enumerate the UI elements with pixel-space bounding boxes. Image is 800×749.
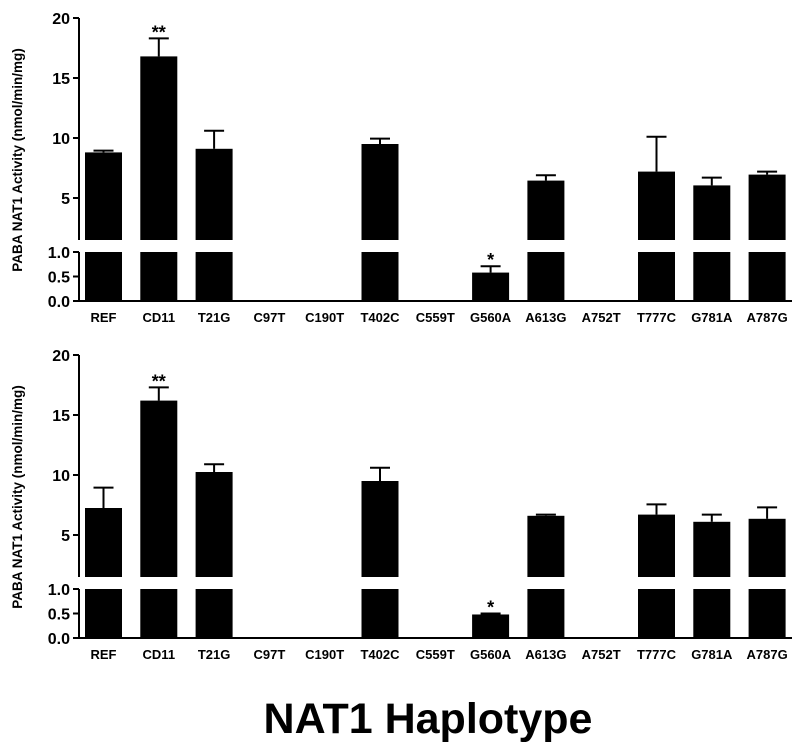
- bar: [140, 400, 178, 577]
- bar: [638, 171, 675, 240]
- x-tick-label: T21G: [198, 647, 231, 662]
- bar-lower-segment: [140, 589, 178, 638]
- bar-lower-segment: [85, 252, 122, 301]
- bar: [361, 481, 399, 577]
- significance-marker: *: [487, 598, 494, 618]
- significance-marker: **: [152, 371, 166, 391]
- y-tick-label: 10: [52, 468, 70, 485]
- y-tick-label: 1.0: [48, 582, 70, 599]
- bar: [527, 515, 565, 577]
- bar-lower-segment: [638, 589, 675, 638]
- x-axis-title: NAT1 Haplotype: [264, 695, 593, 743]
- x-tick-label: A613G: [525, 647, 566, 662]
- y-tick-label: 0.0: [48, 631, 70, 648]
- y-axis-title: PABA NAT1 Activity (nmol/min/mg): [10, 48, 25, 272]
- x-tick-label: A787G: [746, 310, 787, 325]
- y-tick-label: 5: [61, 528, 70, 545]
- bar: [527, 180, 565, 240]
- x-tick-label: C97T: [254, 647, 286, 662]
- bar-lower-segment: [638, 252, 675, 301]
- chart-panel-2: PABA NAT1 Activity (nmol/min/mg) 5 10 15 20 0…: [10, 348, 792, 662]
- x-tick-label: G781A: [691, 310, 733, 325]
- significance-marker: *: [487, 250, 494, 270]
- x-tick-label: A613G: [525, 310, 566, 325]
- bar-lower-segment: [195, 252, 233, 301]
- y-tick-label: 10: [52, 131, 70, 148]
- bar-lower-segment: [748, 252, 786, 301]
- y-tick-label: 20: [52, 11, 70, 28]
- y-tick-label: 5: [61, 191, 70, 208]
- x-tick-label: A752T: [582, 310, 621, 325]
- y-tick-label: 0.5: [48, 607, 70, 624]
- significance-marker: **: [152, 22, 166, 42]
- x-tick-label: T777C: [637, 647, 677, 662]
- y-tick-label: 0.5: [48, 270, 70, 287]
- x-tick-label: A752T: [582, 647, 621, 662]
- bar-lower-segment: [85, 589, 122, 638]
- bar: [85, 508, 122, 577]
- bar-lower-segment: [527, 252, 565, 301]
- x-tick-label: G560A: [470, 647, 512, 662]
- x-tick-label: C190T: [305, 310, 344, 325]
- bar: [361, 144, 399, 240]
- bar: [748, 518, 786, 577]
- bar-lower-segment: [693, 252, 731, 301]
- x-tick-label: G560A: [470, 310, 512, 325]
- y-tick-label: 20: [52, 348, 70, 365]
- bar: [693, 521, 731, 577]
- bar-lower-segment: [748, 589, 786, 638]
- x-tick-label: T21G: [198, 310, 231, 325]
- x-tick-label: G781A: [691, 647, 733, 662]
- y-tick-label: 0.0: [48, 294, 70, 311]
- x-tick-label: CD11: [143, 310, 176, 325]
- bar-lower-segment: [527, 589, 565, 638]
- bar-lower-segment: [195, 589, 233, 638]
- bar: [472, 614, 510, 638]
- x-tick-label: C97T: [254, 310, 286, 325]
- y-tick-label: 15: [52, 408, 70, 425]
- bar: [472, 272, 510, 301]
- bar: [748, 174, 786, 240]
- bar-lower-segment: [361, 589, 399, 638]
- x-tick-label: T402C: [360, 647, 400, 662]
- x-tick-label: A787G: [746, 647, 787, 662]
- bar: [85, 152, 122, 240]
- x-tick-label: CD11: [143, 647, 176, 662]
- y-tick-label: 15: [52, 71, 70, 88]
- bar: [638, 514, 675, 577]
- chart-panel-1: PABA NAT1 Activity (nmol/min/mg) 5 10 15 20 0…: [10, 11, 792, 325]
- x-tick-label: C190T: [305, 647, 344, 662]
- bar: [195, 148, 233, 240]
- y-tick-label: 1.0: [48, 245, 70, 262]
- bar-lower-segment: [693, 589, 731, 638]
- x-tick-label: REF: [91, 647, 117, 662]
- x-tick-label: C559T: [416, 647, 455, 662]
- x-tick-label: REF: [91, 310, 117, 325]
- bar-lower-segment: [361, 252, 399, 301]
- x-tick-label: T402C: [360, 310, 400, 325]
- bar: [195, 472, 233, 577]
- bar: [693, 185, 731, 240]
- y-axis-title: PABA NAT1 Activity (nmol/min/mg): [10, 385, 25, 609]
- x-tick-label: T777C: [637, 310, 677, 325]
- bar-lower-segment: [140, 252, 178, 301]
- x-tick-label: C559T: [416, 310, 455, 325]
- bar: [140, 56, 178, 241]
